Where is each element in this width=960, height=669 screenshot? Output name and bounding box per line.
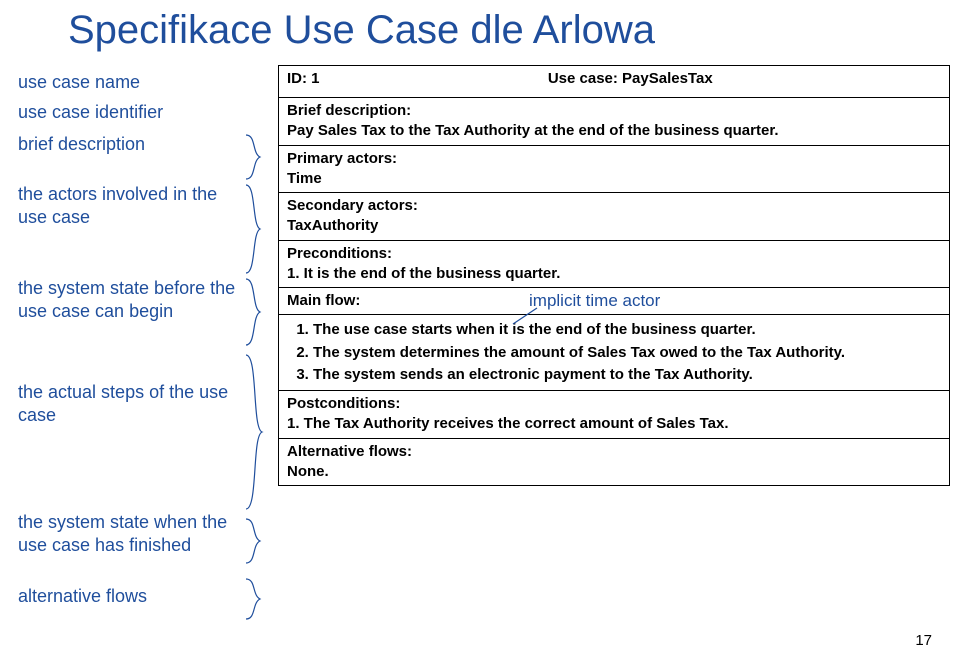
cell-postconditions: Postconditions: 1. The Tax Authority rec… xyxy=(279,391,950,439)
label-text: use case identifier xyxy=(18,101,163,124)
brace-icon xyxy=(240,517,268,565)
label-text: the actors involved in the use case xyxy=(18,183,242,228)
label-preconditions: the system state before the use case can… xyxy=(18,277,278,353)
table-row: ID: 1 Use case: PaySalesTax xyxy=(279,66,950,98)
field-value: 1. The Tax Authority receives the correc… xyxy=(287,415,729,432)
usecase-spec-table: ID: 1 Use case: PaySalesTax Brief descri… xyxy=(278,65,950,486)
table-row: Main flow: implicit time actor xyxy=(279,288,950,315)
field-label: Postconditions: xyxy=(287,395,400,412)
cell-main-flow-label: Main flow: implicit time actor xyxy=(279,288,950,315)
table-row: Brief description: Pay Sales Tax to the … xyxy=(279,98,950,146)
list-item: The use case starts when it is the end o… xyxy=(313,320,941,340)
label-text: alternative flows xyxy=(18,585,147,608)
flow-steps-list: The use case starts when it is the end o… xyxy=(287,320,941,385)
spec-column: ID: 1 Use case: PaySalesTax Brief descri… xyxy=(278,65,950,613)
label-text: the actual steps of the use case xyxy=(18,381,242,426)
slide-title: Specifikace Use Case dle Arlowa xyxy=(0,0,960,53)
field-label: Brief description: xyxy=(287,102,411,119)
cell-brief-description: Brief description: Pay Sales Tax to the … xyxy=(279,98,950,146)
label-usecase-identifier: use case identifier xyxy=(18,101,278,133)
label-text: brief description xyxy=(18,133,145,156)
cell-alternative-flows: Alternative flows: None. xyxy=(279,438,950,486)
annotation-implicit-actor: implicit time actor xyxy=(529,290,660,313)
cell-primary-actors: Primary actors: Time xyxy=(279,145,950,193)
table-row: Secondary actors: TaxAuthority xyxy=(279,193,950,241)
label-postconditions: the system state when the use case has f… xyxy=(18,511,278,585)
field-value: Time xyxy=(287,170,322,187)
brace-icon xyxy=(240,183,268,275)
field-label: Main flow: xyxy=(287,292,360,309)
label-brief-description: brief description xyxy=(18,133,278,183)
field-label: Alternative flows: xyxy=(287,443,412,460)
list-item: The system determines the amount of Sale… xyxy=(313,343,941,363)
label-usecase-name: use case name xyxy=(18,71,278,101)
cell-secondary-actors: Secondary actors: TaxAuthority xyxy=(279,193,950,241)
field-value: Pay Sales Tax to the Tax Authority at th… xyxy=(287,122,779,139)
field-value: 1. It is the end of the business quarter… xyxy=(287,265,560,282)
cell-title: ID: 1 Use case: PaySalesTax xyxy=(279,66,950,98)
cell-main-flow-steps: The use case starts when it is the end o… xyxy=(279,315,950,391)
brace-icon xyxy=(240,353,268,511)
brace-icon xyxy=(240,277,268,347)
usecase-heading: Use case: PaySalesTax xyxy=(548,69,713,89)
field-value: TaxAuthority xyxy=(287,217,378,234)
label-actors: the actors involved in the use case xyxy=(18,183,278,277)
brace-icon xyxy=(240,577,268,621)
page-number: 17 xyxy=(915,632,932,649)
content-container: use case name use case identifier brief … xyxy=(0,65,960,613)
cell-preconditions: Preconditions: 1. It is the end of the b… xyxy=(279,240,950,288)
field-label: Preconditions: xyxy=(287,245,392,262)
label-text: use case name xyxy=(18,71,140,94)
table-row: The use case starts when it is the end o… xyxy=(279,315,950,391)
table-row: Primary actors: Time xyxy=(279,145,950,193)
table-row: Preconditions: 1. It is the end of the b… xyxy=(279,240,950,288)
labels-column: use case name use case identifier brief … xyxy=(18,65,278,613)
table-row: Alternative flows: None. xyxy=(279,438,950,486)
usecase-id: ID: 1 xyxy=(287,69,320,89)
field-label: Primary actors: xyxy=(287,150,397,167)
field-value: None. xyxy=(287,463,329,480)
label-steps: the actual steps of the use case xyxy=(18,353,278,511)
label-text: the system state before the use case can… xyxy=(18,277,242,322)
field-label: Secondary actors: xyxy=(287,197,418,214)
label-text: the system state when the use case has f… xyxy=(18,511,242,556)
brace-icon xyxy=(240,133,268,181)
table-row: Postconditions: 1. The Tax Authority rec… xyxy=(279,391,950,439)
list-item: The system sends an electronic payment t… xyxy=(313,365,941,385)
label-alternative-flows: alternative flows xyxy=(18,585,278,613)
